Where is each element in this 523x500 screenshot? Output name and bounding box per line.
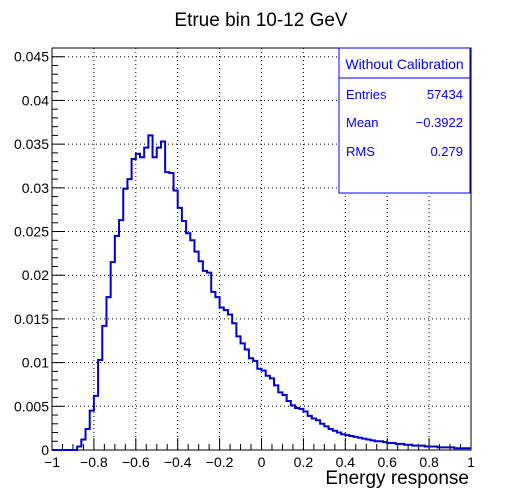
histogram-line [52, 134, 471, 451]
axis-ticks [51, 56, 472, 451]
x-tick-label: 0 [258, 454, 266, 470]
y-tick-label: 0.015 [14, 311, 49, 327]
y-tick-label: 0.01 [22, 355, 49, 371]
y-tick-label: 0.03 [22, 180, 49, 196]
stats-mean-value: −0.3922 [416, 115, 463, 130]
y-tick-label: 0.005 [14, 398, 49, 414]
y-tick-label: 0.025 [14, 224, 49, 240]
y-tick-label: 0.04 [22, 92, 49, 108]
stats-entries-value: 57434 [427, 87, 463, 102]
stats-box: Without Calibration Entries 57434 Mean −… [338, 47, 471, 194]
x-tick-label: −0.4 [164, 454, 192, 470]
stats-entries-label: Entries [346, 87, 387, 102]
y-tick-label: 0 [41, 442, 49, 458]
chart-title: Etrue bin 10-12 GeV [174, 10, 348, 31]
x-tick-label: −0.6 [122, 454, 150, 470]
x-tick-label: 0.2 [294, 454, 314, 470]
stats-mean-label: Mean [346, 115, 379, 130]
x-tick-label: −0.8 [80, 454, 108, 470]
x-tick-label: 0.4 [336, 454, 356, 470]
x-tick-labels: −1 −0.8 −0.6 −0.4 −0.2 0 0.2 0.4 0.6 0.8 1 [44, 454, 475, 470]
y-tick-label: 0.045 [14, 49, 49, 65]
stats-box-frame [338, 47, 471, 194]
stats-rms-label: RMS [346, 144, 375, 159]
y-tick-label: 0.02 [22, 267, 49, 283]
stats-rms-value: 0.279 [430, 144, 463, 159]
y-tick-label: 0.035 [14, 136, 49, 152]
x-tick-label: 0.6 [377, 454, 397, 470]
grid-lines [52, 48, 471, 450]
x-tick-label: −1 [44, 454, 60, 470]
stats-box-title: Without Calibration [345, 56, 463, 72]
y-tick-labels: 0 0.005 0.01 0.015 0.02 0.025 0.03 0.035 0.04 0.0… [14, 49, 49, 458]
x-tick-label: 0.8 [419, 454, 439, 470]
x-tick-label: −0.2 [206, 454, 234, 470]
x-tick-label: 1 [467, 454, 475, 470]
x-axis-label: Energy response [325, 468, 469, 489]
